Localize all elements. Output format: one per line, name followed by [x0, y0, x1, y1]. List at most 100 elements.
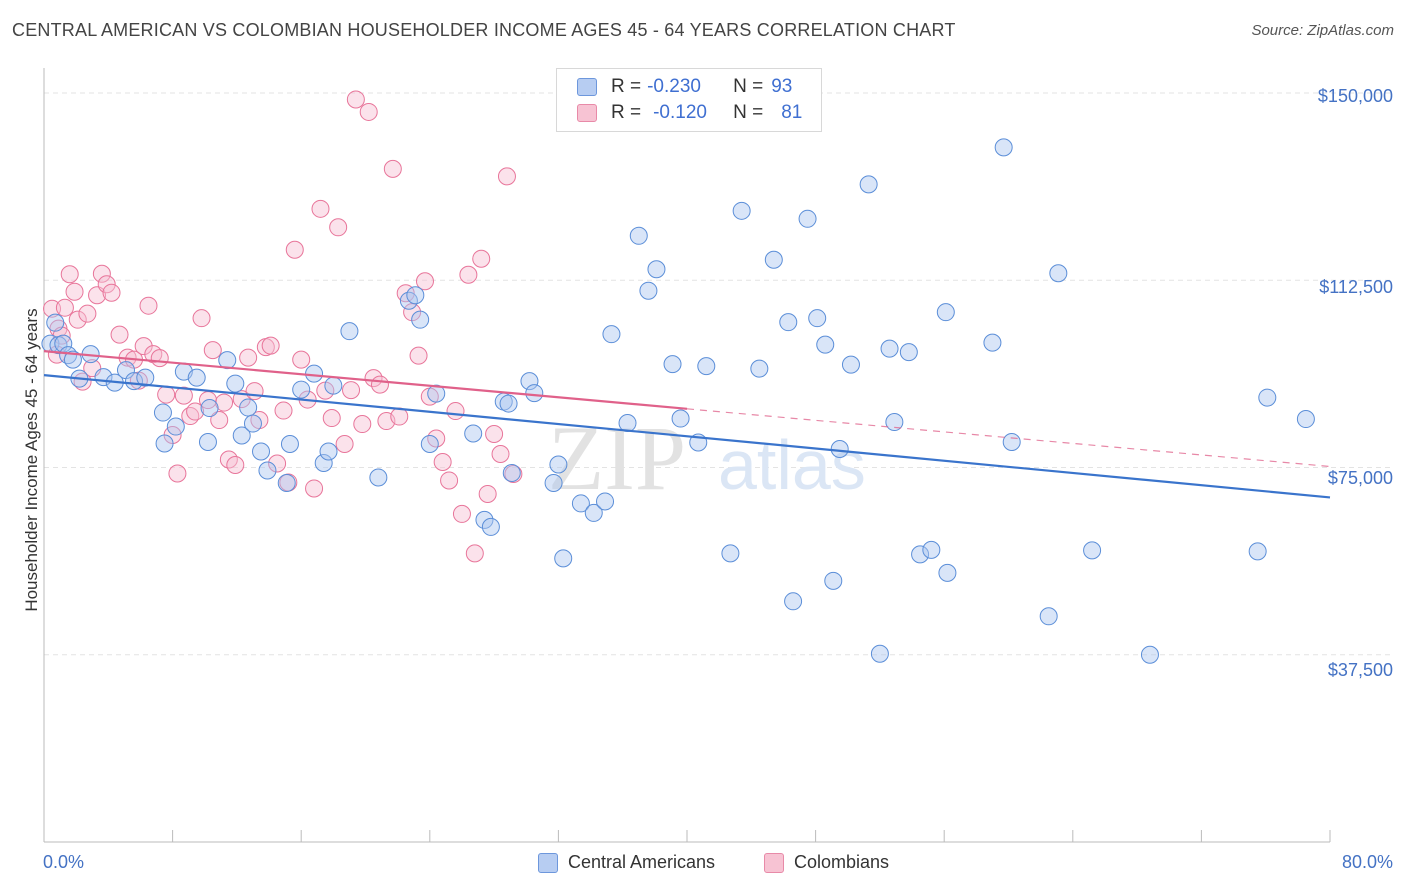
central-swatch-icon	[577, 78, 597, 96]
central-american-point	[1140, 645, 1159, 664]
central-american-point	[544, 473, 563, 492]
colombian-point	[491, 445, 510, 464]
colombian-point	[65, 282, 84, 301]
central-american-point	[239, 398, 258, 417]
central-american-point	[277, 473, 296, 492]
colombian-point	[364, 369, 383, 388]
central-american-point	[870, 644, 889, 663]
colombian-point	[292, 350, 311, 369]
colombian-point	[465, 544, 484, 563]
n-label: N =	[733, 76, 764, 97]
central-american-point	[629, 226, 648, 245]
watermark: ZIP atlas	[548, 407, 866, 509]
central-legend-swatch-icon	[538, 852, 558, 873]
central-american-point	[663, 355, 682, 374]
colombian-point	[497, 167, 516, 186]
central-american-point	[639, 281, 658, 300]
colombian-point	[68, 310, 87, 329]
colombian-point	[210, 411, 229, 430]
central-american-point	[481, 517, 500, 536]
central-american-point	[464, 424, 483, 443]
central-american-point	[1296, 410, 1315, 429]
central-american-point	[830, 440, 849, 459]
source-label: Source: ZipAtlas.com	[1251, 22, 1394, 39]
colombian-point	[60, 265, 79, 284]
central-american-point	[816, 335, 835, 354]
colombian-point	[305, 479, 324, 498]
central-american-point	[305, 364, 324, 383]
y-tick-label: $112,500	[1319, 277, 1393, 297]
y-axis-label: Householder Income Ages 45 - 64 years	[22, 308, 41, 612]
central-american-point	[938, 563, 957, 582]
colombian-point	[168, 464, 187, 483]
colombian-point	[239, 348, 258, 367]
central-american-point	[420, 435, 439, 454]
colombian-trend-line-extension	[686, 408, 1331, 468]
bottom-legend-colombian: Colombians	[764, 852, 889, 873]
central-american-point	[721, 544, 740, 563]
colombian-point	[150, 349, 169, 368]
central-american-point	[46, 313, 65, 332]
x-tick-label-max: 80.0%	[1341, 852, 1393, 872]
central-american-point	[824, 571, 843, 590]
watermark-atlas: atlas	[718, 426, 866, 504]
central-american-point	[983, 333, 1002, 352]
central-american-point	[232, 426, 251, 445]
colombian-point	[110, 325, 129, 344]
r-label: R =	[611, 76, 642, 97]
colombian-point	[311, 199, 330, 218]
central-american-point	[808, 309, 827, 328]
colombian-point	[335, 435, 354, 454]
colombian-legend-swatch-icon	[764, 852, 784, 873]
central-american-point	[911, 545, 930, 564]
central-american-point	[1039, 607, 1058, 626]
central-american-point	[880, 339, 899, 358]
central-american-point	[549, 455, 568, 474]
colombian-points	[43, 90, 523, 563]
central-american-point	[784, 592, 803, 611]
central-american-point	[1002, 433, 1021, 452]
colombian-point	[353, 415, 372, 434]
colombian-point	[55, 298, 74, 317]
central-american-point	[427, 384, 446, 403]
central-american-point	[922, 540, 941, 559]
central-american-point	[1083, 541, 1102, 560]
central-american-point	[671, 409, 690, 428]
central-american-point	[899, 343, 918, 362]
colombian-point	[102, 283, 121, 302]
central-american-trend-line	[43, 374, 1331, 499]
colombian-point	[285, 240, 304, 259]
central-american-point	[502, 463, 521, 482]
colombian-point	[472, 249, 491, 268]
colombian-point	[440, 471, 459, 490]
central-american-point	[499, 394, 518, 413]
chart-title: CENTRAL AMERICAN VS COLOMBIAN HOUSEHOLDE…	[12, 20, 956, 40]
central-american-point	[258, 461, 277, 480]
colombian-point	[504, 464, 523, 483]
colombian-swatch-icon	[577, 104, 597, 122]
central-american-point	[200, 399, 219, 418]
colombian-point	[186, 402, 205, 421]
y-tick-label: $150,000	[1317, 86, 1393, 106]
legend-row-colombian: R = -0.120 N = 81	[577, 100, 802, 126]
central-american-point	[602, 325, 621, 344]
central-american-point	[292, 380, 311, 399]
central-r-value: -0.230	[647, 76, 701, 97]
central-american-point	[596, 492, 615, 511]
central-american-point	[798, 209, 817, 228]
colombian-point	[446, 402, 465, 421]
central-american-point	[226, 374, 245, 393]
central-american-point	[125, 372, 144, 391]
central-american-point	[411, 310, 430, 329]
colombian-point	[346, 90, 365, 109]
colombian-point	[43, 299, 62, 318]
colombian-point	[342, 381, 361, 400]
colombian-point	[370, 375, 389, 394]
colombian-point	[203, 341, 222, 360]
colombian-point	[157, 385, 176, 404]
central-american-point	[1258, 388, 1277, 407]
colombian-point	[226, 455, 245, 474]
x-tick-label-min: 0.0%	[43, 852, 85, 872]
watermark-zip: ZIP	[548, 407, 686, 509]
trend-lines	[43, 350, 1331, 499]
